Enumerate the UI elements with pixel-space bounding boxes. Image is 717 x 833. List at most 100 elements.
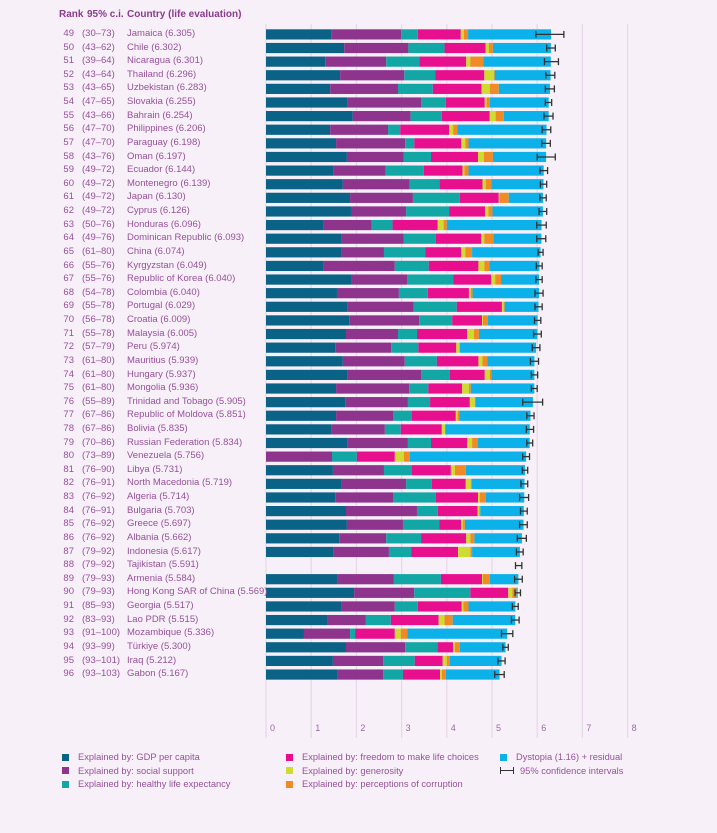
rank-label: 84 [63,504,74,516]
bar-segment-generosity [478,260,485,272]
legend-item-corruption: Explained by: perceptions of corruption [286,779,463,789]
bar-segment-dystopia [494,70,551,81]
bar-segment-generosity [449,124,454,135]
bar-segment-dystopia [493,233,542,244]
bar-segment-dystopia [487,315,538,326]
bar-segment-corruption [485,179,492,190]
bar-segment-gdp [266,179,343,190]
bar-segment-social [349,315,420,326]
country-label: Portugal (6.029) [127,300,196,312]
table-row: 79 (70–86) Russian Federation (5.834) [0,436,717,450]
bar-segment-corruption [400,628,408,639]
table-row: 80 (73–89) Venezuela (5.756) [0,449,717,463]
bar-segment-dystopia [489,574,519,585]
bar-segment-generosity [485,42,489,54]
bar-segment-gdp [266,219,324,231]
bar-segment-health [393,410,412,421]
bar-segment-generosity [477,492,480,503]
bar-segment-social [336,410,394,421]
bar-segment-generosity [482,179,486,190]
ci-label: (47–65) [82,96,115,108]
bar-segment-corruption [484,233,494,244]
country-label: Mauritius (5.939) [127,354,199,366]
rank-label: 67 [63,273,74,285]
bar-segment-health [393,492,436,503]
ci-label: (43–65) [82,82,115,94]
ci-label: (55–76) [82,259,115,271]
bar-segment-corruption [472,437,478,449]
rank-label: 93 [63,627,74,639]
bar-segment-freedom [425,247,462,258]
bar-segment-social [346,151,404,163]
bar-segment-dystopia [477,437,530,449]
bar-segment-dystopia [503,111,549,122]
bar-segment-corruption [473,328,479,340]
rank-label: 54 [63,96,74,108]
legend-label: Dystopia (1.16) + residual [516,752,623,762]
rank-label: 77 [63,409,74,421]
bar-segment-health [409,179,440,190]
rank-label: 95 [63,654,74,666]
rank-label: 74 [63,368,74,380]
bar-segment-gdp [266,192,351,203]
bar-segment-social [344,42,409,54]
legend-label: Explained by: healthy life expectancy [78,779,231,789]
country-label: Bolivia (5.835) [127,422,188,434]
country-label: Gabon (5.167) [127,668,189,680]
bar-segment-gdp [266,165,334,176]
table-row: 69 (55–78) Portugal (6.029) [0,299,717,313]
bar-segment-gdp [266,97,348,108]
x-tick-label: 7 [586,723,591,733]
bar-segment-health [421,97,446,108]
bar-segment-freedom [453,274,492,285]
table-row: 77 (67–86) Republic of Moldova (5.851) [0,408,717,422]
bar-segment-health [394,260,429,272]
table-row: 78 (67–86) Bolivia (5.835) [0,422,717,436]
bar-segment-health [406,206,450,217]
bar-segment-generosity [481,83,490,94]
country-label: Republic of Korea (6.040) [127,273,236,285]
country-label: Hungary (5.937) [127,368,196,380]
bar-segment-generosity [442,655,447,667]
bar-segment-dystopia [472,546,520,558]
rank-label: 89 [63,572,74,584]
bar-segment-generosity [498,192,500,203]
x-tick-label: 0 [270,723,275,733]
country-label: Hong Kong SAR of China (5.569) [127,586,268,598]
bar-segment-social [325,56,387,67]
bar-segment-corruption [470,288,473,299]
bar-segment-corruption [470,546,473,558]
bar-segment-social [341,233,404,244]
ci-label: (61–80) [82,354,115,366]
x-tick-label: 6 [541,723,546,733]
bar-segment-freedom [423,165,463,176]
bar-segment-corruption [488,42,493,54]
bar-segment-health [397,83,433,94]
bar-segment-health [383,669,403,680]
bar-segment-gdp [266,533,340,544]
rank-label: 94 [63,640,74,652]
bar-segment-social [266,451,332,462]
bar-segment-dystopia [475,397,533,408]
table-row: 51 (39–64) Nicaragua (6.301) [0,54,717,68]
bar-segment-generosity [455,410,458,421]
table-row: 96 (93–103) Gabon (5.167) [0,667,717,681]
country-label: Thailand (6.296) [127,68,197,80]
legend-item-dystopia: Dystopia (1.16) + residual [500,752,622,762]
rank-label: 73 [63,354,74,366]
rank-label: 88 [63,559,74,571]
bar-segment-gdp [266,206,351,217]
country-label: Nicaragua (6.301) [127,55,204,67]
rank-label: 58 [63,150,74,162]
bar-segment-freedom [390,614,439,626]
ci-label: (55–78) [82,300,115,312]
bar-segment-social [340,70,405,81]
bar-segment-freedom [449,206,486,217]
ci-label: (39–64) [82,55,115,67]
ci-label: (55–76) [82,273,115,285]
bar-segment-freedom [456,301,502,312]
bar-segment-corruption [482,315,488,326]
legend-item-social: Explained by: social support [62,766,194,776]
bar-segment-freedom [441,111,490,122]
bar-segment-freedom [440,574,483,585]
